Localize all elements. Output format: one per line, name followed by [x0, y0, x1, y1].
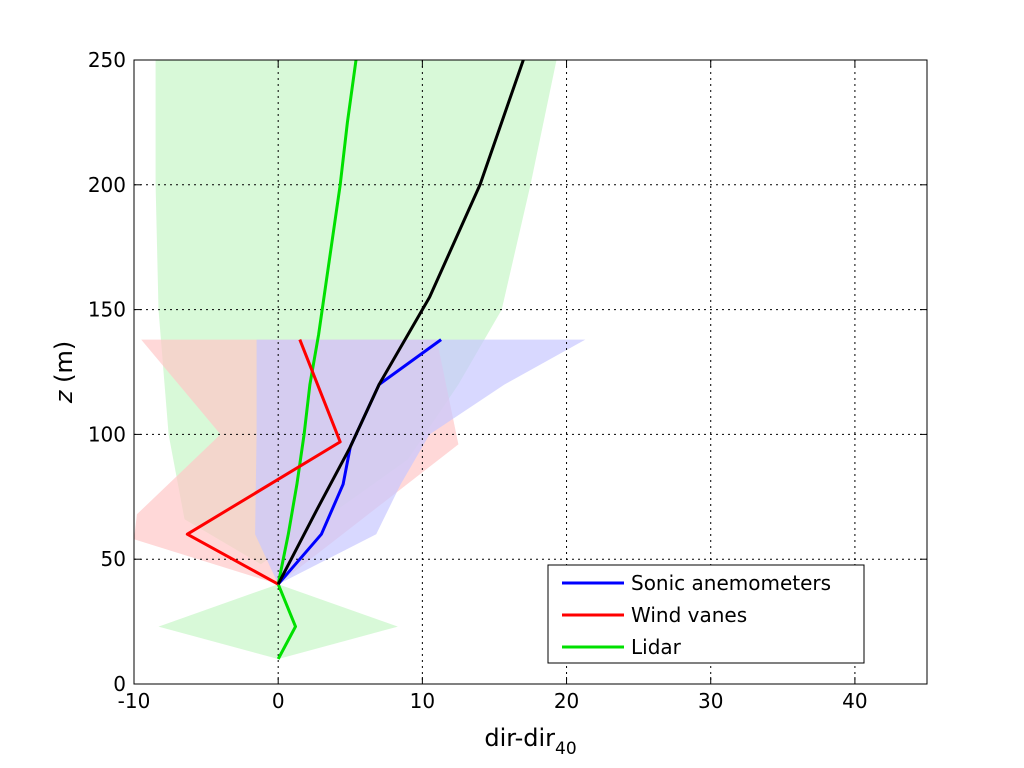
x-tick-label: 30 [698, 689, 723, 713]
x-tick-label: 0 [272, 689, 285, 713]
uncertainty-bands [134, 60, 586, 659]
axis-ticks [133, 59, 927, 685]
legend-item-wind-vanes: Wind vanes [562, 603, 747, 627]
y-axis-label: z (m) [50, 341, 78, 404]
x-axis-label-sub: 40 [555, 739, 577, 759]
legend-label-wind-vanes: Wind vanes [631, 603, 747, 627]
y-axis-label-var: z [50, 389, 78, 404]
y-tick-label: 0 [113, 672, 126, 696]
x-tick-label: -10 [118, 689, 151, 713]
y-tick-label: 200 [88, 173, 126, 197]
y-tick-label: 50 [101, 547, 126, 571]
y-tick-label: 150 [88, 298, 126, 322]
legend-label-lidar: Lidar [631, 635, 682, 659]
y-tick-label: 250 [88, 48, 126, 72]
lidar-band-lower [158, 584, 398, 659]
legend: Sonic anemometers Wind vanes Lidar [547, 564, 865, 664]
legend-label-sonic: Sonic anemometers [631, 571, 831, 595]
sonic-band [255, 339, 586, 585]
fit-line [276, 59, 525, 585]
series-lines [185, 59, 525, 660]
x-tick-label: 40 [842, 689, 867, 713]
x-axis-label-main: dir-dir [484, 724, 555, 752]
wind-vanes-line [185, 339, 342, 586]
legend-item-lidar: Lidar [562, 635, 682, 659]
y-axis-label-unit: (m) [50, 341, 78, 383]
x-tick-label: 10 [410, 689, 435, 713]
legend-item-sonic: Sonic anemometers [562, 571, 831, 595]
x-axis-label: dir-dir40 [484, 724, 576, 759]
sonic-anemometers-line [277, 338, 442, 586]
x-tick-label: 20 [554, 689, 579, 713]
plot-frame [133, 59, 928, 685]
grid-lines [134, 60, 927, 684]
y-tick-label: 100 [88, 422, 126, 446]
